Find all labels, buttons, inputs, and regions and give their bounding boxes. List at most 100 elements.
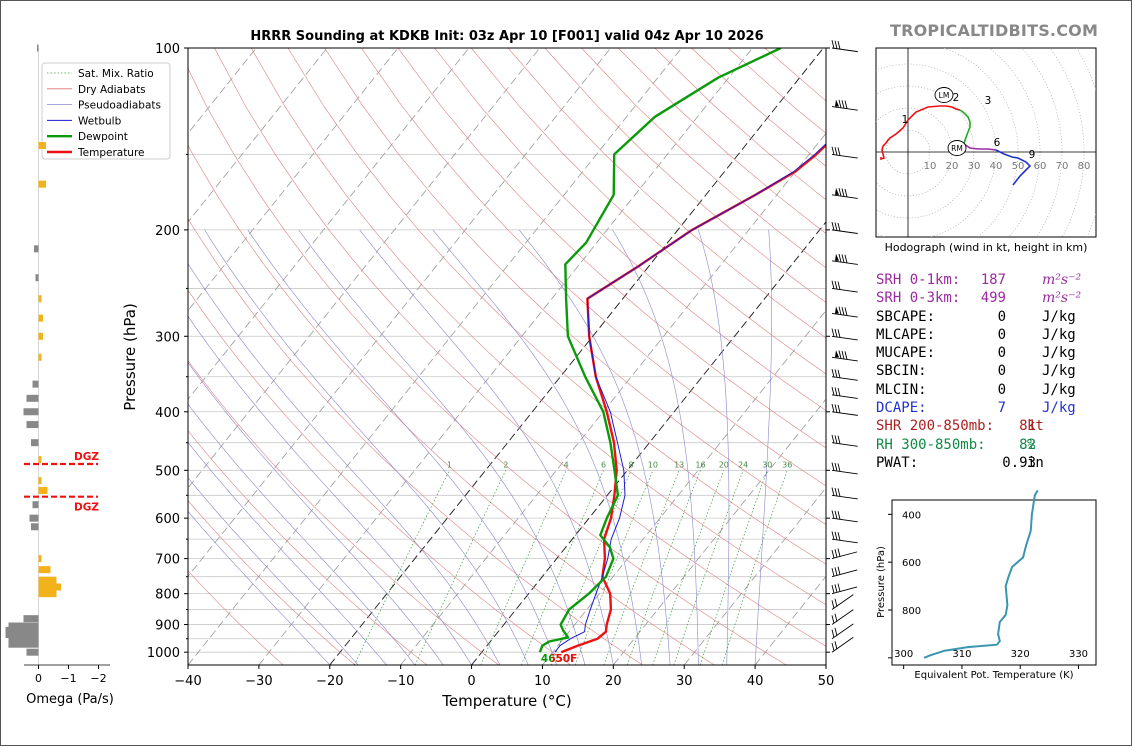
mixing-ratio-line — [699, 470, 768, 665]
mixing-ratio-label: 24 — [738, 460, 748, 469]
barb-shaft — [831, 609, 854, 625]
pseudoadiabat — [698, 229, 730, 665]
barb-shaft — [831, 569, 858, 578]
barb-shaft — [831, 394, 858, 399]
y-tick-label: 1000 — [147, 646, 180, 661]
barb-feather — [837, 329, 841, 338]
x-tick-label: 50 — [818, 674, 835, 689]
barb-shaft — [831, 636, 854, 653]
theta-e-ytick-label: 400 — [902, 510, 921, 521]
isotherm — [258, 48, 753, 665]
barb-feather — [831, 629, 835, 638]
index-label: SRH 0-3km: — [876, 290, 961, 307]
dry-adiabat — [188, 360, 499, 665]
barb-shaft — [831, 287, 858, 293]
mixing-ratio-label: 10 — [648, 460, 658, 469]
mixing-ratio-line — [574, 470, 654, 665]
pseudoadiabat — [612, 229, 699, 665]
barb-feather — [837, 532, 841, 541]
barb-feather — [831, 328, 835, 337]
index-label: SBCAPE: — [876, 308, 936, 325]
x-tick-label: −20 — [316, 674, 343, 689]
barb-feather — [831, 585, 835, 594]
y-tick-label: 200 — [155, 224, 180, 239]
wind-barbs — [831, 40, 858, 653]
index-unit: kt — [1027, 418, 1044, 435]
pseudoadiabat — [188, 362, 444, 665]
hodograph-marker-label: LM — [939, 91, 950, 100]
barb-feather — [834, 328, 838, 338]
barb-feather — [838, 350, 842, 359]
index-row: SRH 0-3km: 499 m²s⁻² — [876, 289, 1126, 307]
pseudoadiabat — [204, 229, 529, 665]
dgz-label: DGZ — [74, 451, 99, 463]
barb-feather — [844, 307, 848, 316]
barb-feather — [837, 222, 841, 232]
theta-e-ytick-label: 800 — [902, 606, 921, 617]
index-row: MUCAPE: 0 J/kg — [876, 344, 1126, 362]
mixing-ratio-line — [673, 470, 744, 665]
index-label: DCAPE: — [876, 400, 927, 417]
barb-feather — [831, 280, 835, 289]
pseudoadiabat — [188, 510, 331, 665]
hodograph-panel: 10 20 30 40 50 60 70 80 1 2 3 6 9 LM RM — [875, 47, 1097, 238]
pseudoadiabat — [188, 263, 501, 665]
hodograph-ring-label: 30 — [968, 161, 981, 172]
theta-e-frame — [891, 499, 1097, 666]
omega-bar — [38, 456, 42, 464]
barb-feather — [834, 462, 838, 472]
barb-feather — [834, 549, 838, 558]
omega-tick-label: 0 — [35, 672, 42, 685]
barb-feather — [837, 583, 841, 592]
skewt-title: HRRR Sounding at KDKB Init: 03z Apr 10 [… — [250, 29, 763, 44]
hodograph-trace — [959, 109, 971, 145]
surface-label: 4650F — [541, 653, 577, 665]
barb-feather — [837, 511, 841, 520]
barb-feather — [831, 434, 835, 444]
legend-box — [41, 62, 171, 160]
index-unit: in — [1027, 454, 1044, 471]
barb-feather — [841, 100, 845, 109]
omega-bar — [32, 501, 39, 509]
x-axis-label: Temperature (°C) — [441, 692, 571, 710]
barb-feather — [831, 403, 835, 413]
index-row: RH 300-850mb: 82% — [876, 436, 1126, 454]
hodograph-inner: 10 20 30 40 50 60 70 80 1 2 3 6 9 LM RM — [876, 48, 1096, 237]
index-label: MUCAPE: — [876, 345, 936, 362]
mixing-ratio-label: 30 — [762, 460, 772, 469]
barb-flag — [835, 187, 839, 195]
theta-e-xtick-label: 320 — [1011, 649, 1030, 660]
index-row: MLCAPE: 0 J/kg — [876, 326, 1126, 344]
barb-feather — [838, 187, 842, 197]
barb-shaft — [831, 442, 858, 447]
barb-flag — [835, 253, 839, 261]
index-row: SBCAPE: 0 J/kg — [876, 308, 1126, 326]
barb-feather — [831, 462, 835, 471]
barb-shaft — [831, 260, 858, 265]
dry-adiabat — [544, 48, 826, 303]
dry-adiabat — [507, 48, 826, 339]
mixing-ratio-label: 8 — [628, 460, 633, 469]
skewt-axes: −40 −30 −20 −10 0 10 20 30 40 50 100 200 300 400 500 60… — [147, 42, 834, 689]
barb-feather — [834, 369, 838, 378]
barb-feather — [837, 41, 841, 50]
dry-adiabat — [188, 289, 571, 665]
mixing-ratio-label: 36 — [782, 460, 792, 469]
omega-bar — [38, 295, 42, 303]
barb-feather — [837, 281, 841, 290]
omega-tick-label: −1 — [60, 672, 76, 685]
legend: Sat. Mix. Ratio Dry Adiabats Pseudoadiabat… — [41, 62, 171, 160]
barb-feather — [831, 368, 835, 378]
barb-feather — [838, 306, 842, 315]
omega-bar — [5, 626, 39, 634]
barb-feather — [837, 566, 841, 575]
hodograph-ring-label: 40 — [990, 161, 1003, 172]
barb-feather — [844, 351, 848, 360]
barb-shaft — [831, 494, 858, 500]
omega-bar — [8, 640, 39, 648]
dry-adiabat — [250, 48, 826, 606]
barb-shaft — [831, 335, 858, 341]
legend-label: Dry Adiabats — [78, 84, 146, 96]
pseudoadiabat — [188, 441, 387, 665]
index-value: 82 — [1019, 436, 1036, 453]
